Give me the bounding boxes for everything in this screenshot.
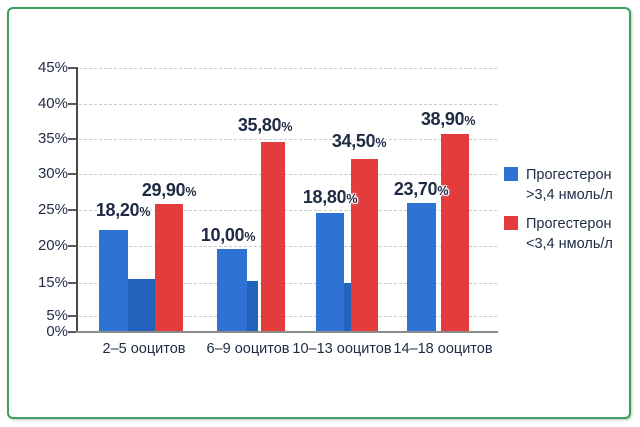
y-axis-tick	[68, 245, 76, 247]
y-axis-label: 5%	[46, 307, 68, 324]
y-axis-tick	[68, 315, 76, 317]
y-axis-tick	[68, 331, 76, 333]
x-axis-label-1: 2–5 ооцитов	[102, 341, 186, 357]
bar-value-label: 29,90%	[141, 180, 197, 200]
bar-value-label: 18,80%	[302, 187, 358, 207]
y-axis-label: 15%	[37, 274, 68, 291]
bar-extra-group3	[344, 283, 351, 331]
x-axis-label-4: 14–18 ооцитов	[393, 341, 493, 357]
x-axis-label-2: 6–9 ооцитов	[206, 341, 290, 357]
x-axis-label-3: 10–13 ооцитов	[292, 341, 392, 357]
bar-extra-group2	[247, 281, 258, 331]
y-axis-tick	[68, 173, 76, 175]
gridline-5	[79, 316, 497, 317]
gridline-15	[79, 283, 497, 284]
bar-extra-group1	[128, 279, 155, 331]
legend-swatch-red	[504, 216, 518, 230]
bar-red-group4	[441, 134, 469, 331]
y-axis-label: 40%	[37, 95, 68, 112]
y-axis-tick	[68, 282, 76, 284]
x-axis-line	[76, 331, 498, 333]
y-axis-tick	[68, 209, 76, 211]
bar-value-label: 10,00%	[200, 225, 256, 245]
bar-red-group2	[261, 142, 285, 331]
legend-item-1: Прогестерон >3,4 нмоль/л	[504, 165, 613, 205]
bar-value-label: 18,20%	[95, 200, 151, 220]
bar-value-label: 35,80%	[237, 115, 293, 135]
y-axis-tick	[68, 138, 76, 140]
y-axis-label: 35%	[37, 130, 68, 147]
legend-label: Прогестерон <3,4 нмоль/л	[526, 216, 613, 252]
legend-label: Прогестерон >3,4 нмоль/л	[526, 167, 613, 203]
bar-value-label: 34,50%	[331, 131, 387, 151]
legend-item-2: Прогестерон <3,4 нмоль/л	[504, 214, 613, 254]
bar-red-group3	[351, 159, 378, 331]
gridline-40	[79, 104, 497, 105]
y-axis-tick	[68, 103, 76, 105]
y-axis-label: 20%	[37, 237, 68, 254]
gridline-35	[79, 139, 497, 140]
gridline-45	[79, 68, 497, 69]
green-border-frame	[7, 7, 631, 419]
y-axis-line	[76, 67, 78, 333]
y-axis-label: 30%	[37, 165, 68, 182]
gridline-20	[79, 246, 497, 247]
y-axis-label: 25%	[37, 201, 68, 218]
bar-value-label: 38,90%	[420, 109, 476, 129]
legend-swatch-blue	[504, 167, 518, 181]
y-axis-label: 45%	[37, 59, 68, 76]
bar-blue-group2	[217, 249, 247, 331]
bar-value-label: 23,70%	[393, 179, 449, 199]
bar-blue-group1	[99, 230, 128, 331]
bar-blue-group3	[316, 213, 344, 331]
bar-blue-group4	[407, 203, 436, 331]
y-axis-tick	[68, 67, 76, 69]
gridline-25	[79, 210, 497, 211]
gridline-30	[79, 174, 497, 175]
y-axis-label: 0%	[46, 323, 68, 340]
bar-red-group1	[155, 204, 183, 331]
